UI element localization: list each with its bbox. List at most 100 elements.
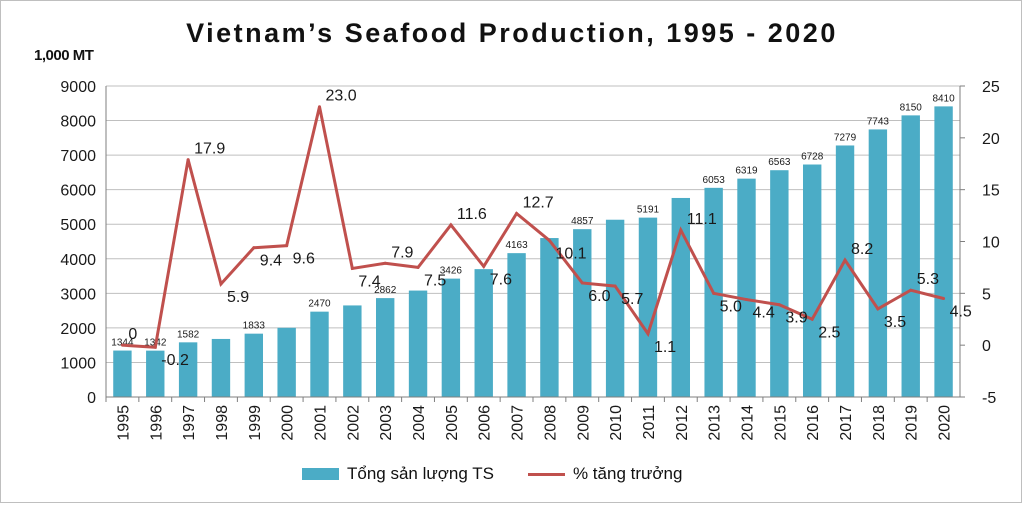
growth-point: [383, 261, 387, 265]
growth-point: [646, 332, 650, 336]
growth-value-label: 0: [128, 326, 137, 343]
growth-point: [679, 228, 683, 232]
growth-value-label: 7.9: [391, 244, 413, 261]
growth-value-label: 3.9: [785, 310, 807, 327]
growth-value-label: 5.7: [621, 291, 643, 308]
y2-tick-label: -5: [982, 390, 996, 407]
growth-value-label: 9.4: [260, 253, 282, 270]
x-tick-label: 2005: [444, 405, 461, 441]
x-tick-label: 2015: [772, 405, 789, 441]
growth-value-label: 23.0: [326, 88, 357, 105]
x-tick-label: 2018: [871, 405, 888, 441]
x-tick-label: 2017: [838, 405, 855, 441]
bar-value-label: 8410: [932, 93, 955, 104]
growth-value-label: 7.4: [358, 273, 380, 290]
bar-value-label: 7279: [834, 132, 857, 143]
growth-point: [810, 317, 814, 321]
growth-point: [153, 345, 157, 349]
bar: [737, 178, 756, 397]
growth-value-label: 8.2: [851, 241, 873, 258]
x-tick-label: 1997: [181, 405, 198, 441]
bar-value-label: 6319: [735, 166, 758, 177]
bar: [605, 219, 625, 397]
growth-point: [318, 105, 321, 109]
growth-value-label: -0.2: [161, 352, 189, 369]
bar: [441, 278, 461, 397]
growth-point: [482, 264, 486, 268]
bar-value-label: 6563: [768, 157, 791, 168]
x-tick-label: 1999: [247, 405, 264, 441]
growth-point: [252, 246, 256, 250]
growth-value-label: 9.6: [293, 251, 315, 268]
growth-value-label: 11.6: [457, 206, 487, 223]
x-tick-label: 2000: [280, 405, 297, 441]
growth-point: [843, 258, 847, 262]
y-tick-label: 0: [87, 390, 96, 407]
x-tick-label: 1996: [148, 405, 165, 441]
bar-value-label: 2470: [308, 299, 331, 310]
bar: [408, 290, 428, 397]
growth-value-label: 4.5: [950, 304, 972, 321]
x-tick-label: 1995: [115, 405, 132, 441]
y-tick-label: 9000: [60, 79, 96, 96]
y-tick-label: 3000: [60, 286, 96, 303]
x-tick-label: 2007: [510, 405, 527, 441]
growth-point: [777, 303, 781, 307]
bar-value-label: 1833: [243, 321, 266, 332]
growth-value-label: 10.1: [555, 245, 586, 262]
growth-value-label: 3.5: [884, 314, 906, 331]
y2-tick-label: 0: [982, 338, 991, 355]
x-tick-label: 2016: [805, 405, 822, 441]
growth-point: [876, 307, 880, 311]
bar: [146, 350, 165, 397]
growth-value-label: 2.5: [818, 324, 840, 341]
growth-point: [285, 244, 289, 248]
y-axis-unit-label: 1,000 MT: [34, 47, 94, 64]
growth-point: [515, 212, 519, 216]
bar-value-label: 3426: [440, 266, 463, 277]
y2-tick-label: 15: [982, 183, 1000, 200]
legend-item-production: Tổng sản lượng TS: [302, 464, 494, 484]
bar: [178, 342, 198, 397]
bar-value-label: 1344: [111, 338, 134, 349]
growth-value-label: 4.4: [753, 305, 775, 322]
legend-label-production: Tổng sản lượng TS: [347, 464, 494, 483]
bar-value-label: 6728: [801, 152, 824, 163]
growth-value-label: 12.7: [523, 195, 554, 212]
growth-point: [547, 238, 551, 242]
x-tick-label: 2014: [740, 405, 757, 441]
y2-tick-label: 25: [982, 79, 1000, 96]
bar: [638, 217, 658, 397]
growth-value-label: 5.9: [227, 289, 249, 306]
y2-tick-label: 10: [982, 235, 1000, 252]
bar: [211, 338, 231, 397]
x-tick-label: 2013: [707, 405, 724, 441]
y2-tick-label: 5: [982, 286, 991, 303]
bar: [375, 298, 395, 397]
x-tick-label: 2003: [378, 405, 395, 441]
growth-point: [712, 291, 716, 295]
growth-value-label: 7.5: [424, 272, 446, 289]
x-tick-label: 2008: [542, 405, 559, 441]
bar: [310, 311, 329, 397]
x-tick-label: 1998: [214, 405, 231, 441]
growth-point: [449, 223, 453, 227]
y2-tick-label: 20: [982, 131, 1000, 148]
bar: [343, 305, 362, 397]
growth-point: [219, 282, 223, 286]
bar-value-label: 4857: [571, 216, 594, 227]
bar: [934, 106, 953, 397]
bar: [770, 170, 789, 397]
y-tick-label: 4000: [60, 252, 96, 269]
y-tick-label: 5000: [60, 217, 96, 234]
y-tick-label: 7000: [60, 148, 96, 165]
growth-value-label: 11.1: [687, 211, 717, 228]
x-tick-label: 2011: [641, 405, 658, 440]
growth-point: [350, 266, 354, 270]
bar: [277, 327, 296, 397]
bar: [474, 269, 493, 397]
growth-value-label: 6.0: [588, 288, 610, 305]
bar: [835, 145, 855, 397]
bar-value-label: 2862: [374, 285, 397, 296]
